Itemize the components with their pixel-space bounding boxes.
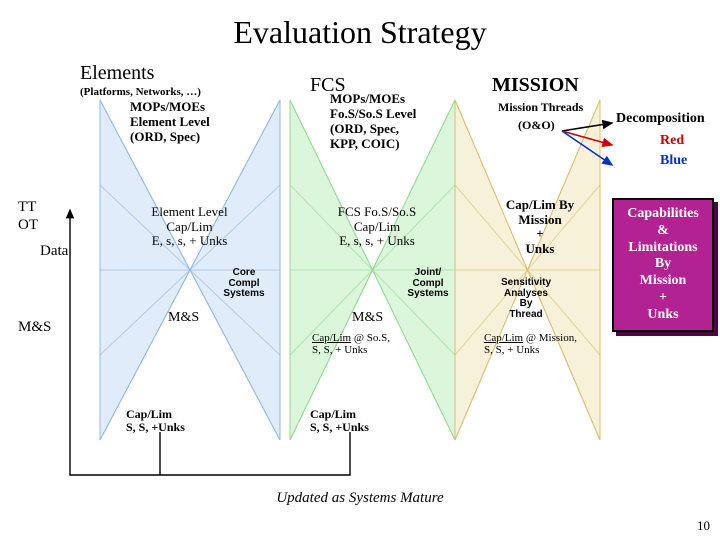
fcs-mid: FCS Fo.S/So.S Cap/Lim E, s, s, + Unks [314,205,440,249]
fcs-mops: MOPs/MOEs Fo.S/So.S Level (ORD, Spec, KP… [330,92,416,152]
fcs-small: Joint/ Compl Systems [402,268,454,300]
fcs-foot: Cap/Lim S, S, +Unks [310,408,369,434]
legend-blue: Blue [660,152,687,170]
sidebar-ot: OT [18,218,38,234]
elements-ms: M&S [168,310,199,326]
fcs-ms: M&S [352,310,383,326]
slide-number: 10 [697,518,710,534]
elements-small: Core Compl Systems [218,268,270,300]
elements-foot: Cap/Lim S, S, +Unks [126,408,185,434]
capabilities-box: Capabilities & Limitations By Mission + … [612,198,714,332]
elements-subhead: (Platforms, Networks, …) [80,86,201,98]
mission-oo-label: (O&O) [518,118,555,133]
col-head-elements: Elements [80,62,154,85]
sidebar-ms: M&S [18,320,51,336]
legend-decomp: Decomposition [616,110,705,128]
col-head-mission: MISSION [492,74,579,97]
mission-small: Sensitivity Analyses By Thread [496,278,556,320]
legend-red: Red [660,132,684,150]
sidebar-data: Data [40,244,68,260]
mission-threads-label: Mission Threads [498,100,583,115]
slide-title: Evaluation Strategy [0,14,720,51]
fcs-caplink: Cap/Lim @ So.S,S, S, + Unks [312,332,452,356]
mission-caplink: Cap/Lim @ Mission,S, S, + Unks [484,332,634,356]
elements-mops: MOPs/MOEs Element Level (ORD, Spec) [130,100,210,145]
mission-mid: Cap/Lim By Mission + Unks [488,198,592,256]
elements-mid: Element Level Cap/Lim E, s, s, + Unks [132,205,247,249]
sidebar-tt: TT [18,200,36,216]
footer-text: Updated as Systems Mature [0,490,720,507]
